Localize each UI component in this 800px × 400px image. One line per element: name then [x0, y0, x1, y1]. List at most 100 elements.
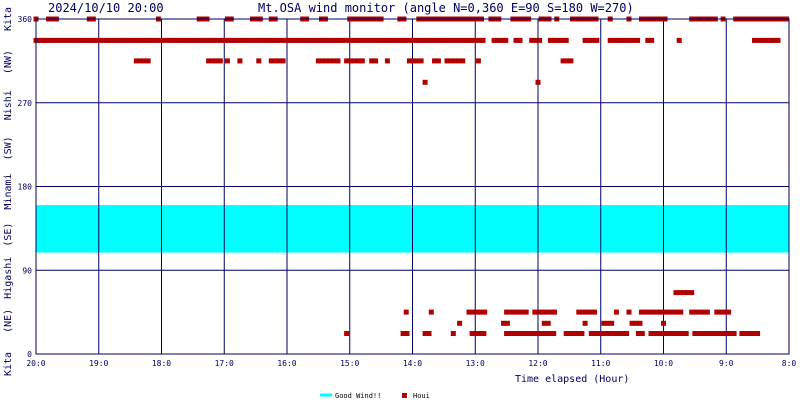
houi-point [631, 37, 637, 43]
houi-point [660, 331, 666, 336]
houi-point [370, 37, 376, 43]
houi-point [743, 331, 749, 336]
y-tick-label: 0 [27, 350, 32, 359]
houi-point [450, 331, 456, 336]
houi-point [403, 309, 409, 315]
x-axis-label: Time elapsed (Hour) [515, 374, 629, 385]
houi-point [366, 37, 372, 43]
x-tick-label: 17:0 [215, 359, 234, 368]
houi-point [327, 37, 333, 43]
houi-point [539, 331, 545, 336]
houi-point [186, 37, 192, 43]
houi-point [437, 37, 443, 43]
houi-point [752, 37, 757, 43]
houi-point [72, 37, 78, 43]
houi-point [771, 37, 777, 43]
houi-point [359, 37, 364, 43]
houi-point [594, 37, 600, 43]
houi-point [418, 58, 424, 64]
houi-point [268, 58, 274, 64]
houi-point [588, 309, 594, 315]
houi-point [319, 37, 325, 43]
houi-point [422, 331, 428, 336]
houi-point [676, 37, 682, 43]
houi-point [722, 309, 728, 315]
houi-point [217, 37, 223, 43]
houi-point [588, 331, 594, 336]
houi-point [133, 58, 139, 64]
houi-point [272, 58, 278, 64]
houi-point [104, 37, 110, 43]
houi-point [421, 37, 427, 43]
houi-point [257, 37, 262, 43]
houi-point [315, 58, 321, 64]
houi-point [210, 58, 215, 64]
houi-point [402, 37, 408, 43]
houi-point [441, 37, 447, 43]
houi-point [723, 331, 729, 336]
houi-point [580, 309, 586, 315]
houi-point [444, 58, 450, 64]
houi-point [225, 37, 231, 43]
side-direction-label: (NW) [3, 50, 14, 74]
houi-point [45, 37, 51, 43]
houi-point [681, 290, 687, 296]
houi-point [775, 37, 781, 43]
houi-point [643, 309, 648, 315]
houi-point [654, 309, 660, 315]
houi-point [323, 37, 329, 43]
houi-point [540, 309, 546, 315]
houi-point [512, 331, 517, 336]
houi-point [194, 37, 200, 43]
houi-point [478, 309, 484, 315]
houi-point [178, 37, 184, 43]
houi-point [352, 58, 357, 64]
houi-point [351, 37, 357, 43]
houi-point [582, 37, 588, 43]
houi-point [501, 320, 506, 326]
houi-point [141, 58, 147, 64]
x-tick-label: 9:0 [719, 359, 734, 368]
houi-point [155, 37, 161, 43]
houi-point [548, 37, 553, 43]
houi-point [495, 37, 501, 43]
y-tick-label: 90 [22, 266, 32, 275]
houi-point [560, 58, 566, 64]
houi-point [701, 309, 706, 315]
houi-point [708, 331, 714, 336]
houi-point [592, 309, 597, 315]
houi-point [143, 37, 149, 43]
x-tick-label: 16:0 [277, 359, 296, 368]
houi-point [523, 309, 529, 315]
houi-point [432, 58, 437, 64]
houi-point [582, 320, 588, 326]
houi-point [139, 37, 145, 43]
houi-point [531, 331, 537, 336]
houi-point [652, 331, 658, 336]
houi-point [456, 58, 462, 64]
houi-point [596, 331, 602, 336]
houi-point [517, 37, 523, 43]
houi-point [80, 37, 86, 43]
houi-point [400, 331, 406, 336]
houi-point [449, 37, 455, 43]
houi-point [685, 290, 691, 296]
houi-point [414, 58, 420, 64]
houi-point [229, 37, 235, 43]
houi-point [541, 320, 547, 326]
y-tick-labels: 0 90 180 270 360 [18, 15, 33, 359]
houi-point [182, 37, 188, 43]
houi-point [559, 37, 565, 43]
houi-point [612, 331, 618, 336]
houi-point [347, 37, 353, 43]
houi-point [615, 37, 621, 43]
houi-point [292, 37, 298, 43]
houi-point [312, 37, 317, 43]
houi-point [343, 37, 349, 43]
houi-point [466, 309, 472, 315]
houi-point [284, 37, 290, 43]
houi-point [689, 309, 695, 315]
houi-point [369, 58, 375, 64]
houi-point [532, 309, 538, 315]
houi-point [448, 58, 454, 64]
